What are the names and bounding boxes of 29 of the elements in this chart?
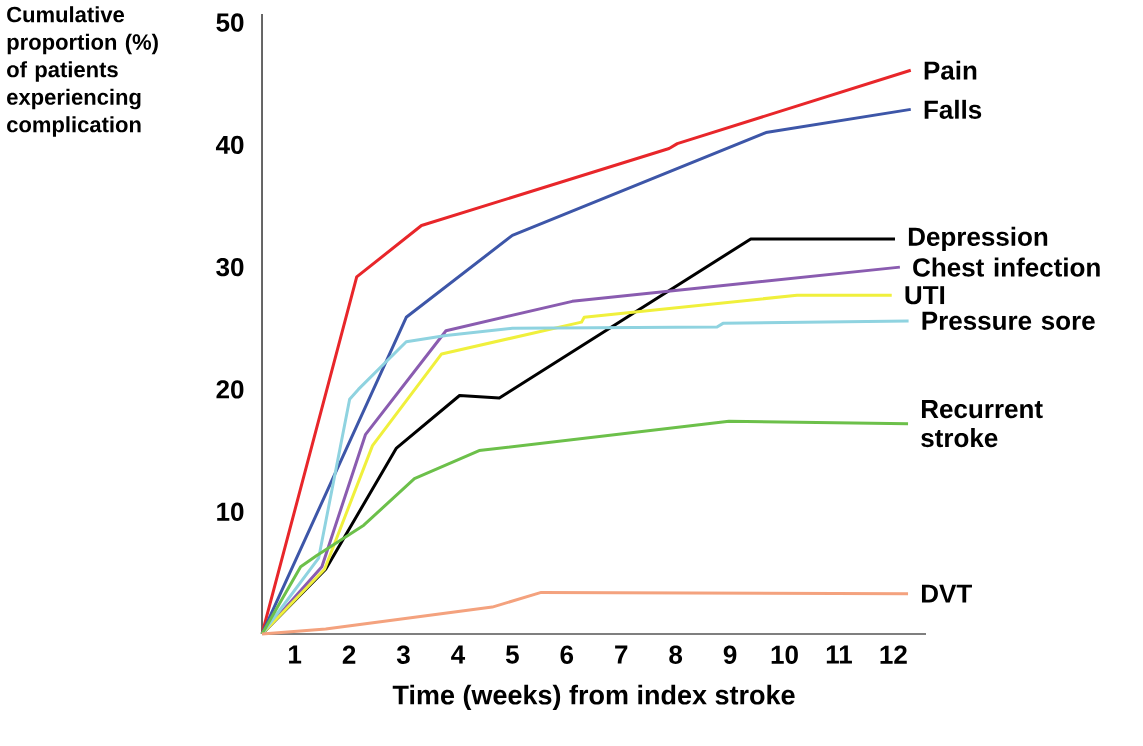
x-tick-label: 11 xyxy=(826,645,852,664)
x-tick-label: 10 xyxy=(771,645,798,664)
series-label: UTI xyxy=(905,286,945,305)
line-series xyxy=(260,419,910,636)
y-tick-label: 20 xyxy=(216,380,244,399)
x-tick-label: 12 xyxy=(880,645,907,664)
x-tick-label: 5 xyxy=(505,645,519,664)
x-tick-label: 7 xyxy=(615,645,628,664)
x-tick-label: 9 xyxy=(723,645,737,664)
y-tick-label: 40 xyxy=(215,135,244,155)
x-tick-label: 2 xyxy=(342,645,356,664)
series-label: Pain xyxy=(924,60,977,80)
x-tick-label: 4 xyxy=(451,645,466,664)
series-label: Chest infection xyxy=(913,257,1100,277)
y-axis-title: Cumulative proportion (%) of patients experiencing complication xyxy=(7,6,158,137)
series-label: Recurrent stroke xyxy=(921,400,1043,448)
series-label: DVT xyxy=(921,584,972,603)
x-tick-label: 6 xyxy=(560,645,574,664)
y-tick-label: 50 xyxy=(216,13,244,32)
y-tick-label: 10 xyxy=(217,502,244,521)
x-tick-label: 1 xyxy=(289,645,302,664)
series-label: Falls xyxy=(924,99,982,119)
line-series xyxy=(260,590,910,636)
series-label: Depression xyxy=(908,226,1048,252)
y-tick-label: 30 xyxy=(216,257,244,277)
x-axis-title: Time (weeks) from index stroke xyxy=(392,684,795,710)
series-label: Pressure sore xyxy=(922,311,1095,330)
x-tick-label: 8 xyxy=(669,645,683,664)
x-tick-label: 3 xyxy=(396,645,410,664)
